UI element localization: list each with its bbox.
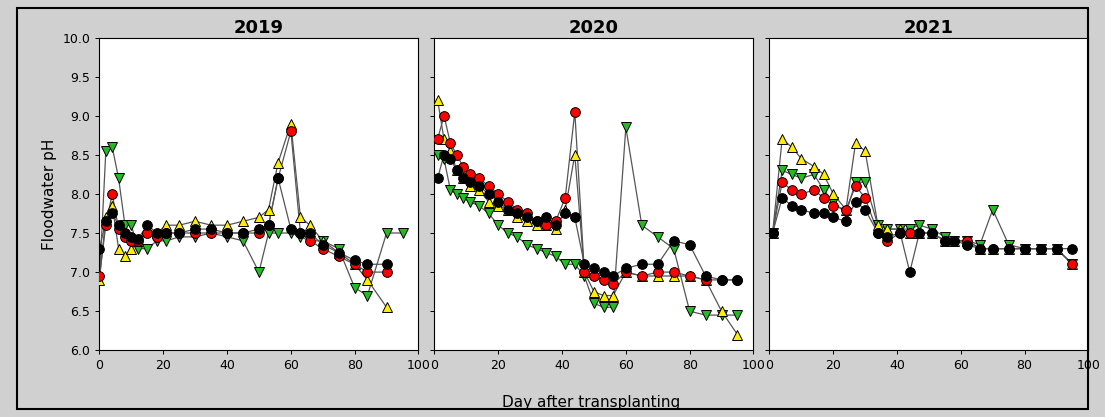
Text: Day after transplanting: Day after transplanting: [502, 394, 681, 409]
Title: 2020: 2020: [569, 19, 619, 38]
Y-axis label: Floodwater pH: Floodwater pH: [42, 138, 57, 250]
Title: 2021: 2021: [904, 19, 954, 38]
Title: 2019: 2019: [234, 19, 284, 38]
